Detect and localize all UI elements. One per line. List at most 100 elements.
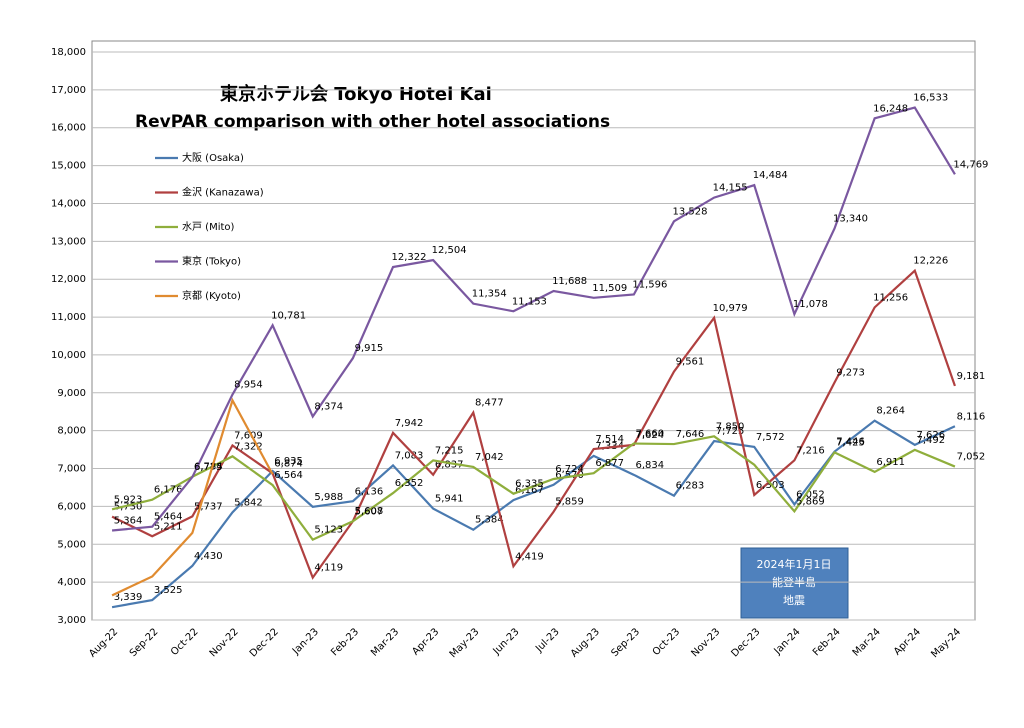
data-label: 7,725: [716, 426, 745, 437]
x-tick-label: Feb-24: [811, 626, 843, 658]
y-tick-label: 10,000: [51, 350, 86, 361]
y-tick-label: 3,000: [57, 615, 86, 626]
x-tick-label: Jul-23: [533, 626, 562, 655]
data-label: 7,083: [395, 450, 424, 461]
data-label: 5,123: [314, 525, 343, 536]
data-label: 5,730: [114, 502, 143, 513]
data-label: 12,504: [432, 245, 467, 256]
x-tick-label: May-23: [448, 626, 482, 660]
legend-label: 大阪 (Osaka): [182, 151, 244, 164]
data-label: 6,167: [515, 485, 544, 496]
data-label: 5,869: [796, 496, 825, 507]
data-label: 5,464: [154, 512, 183, 523]
data-label: 8,116: [957, 411, 986, 422]
x-tick-label: Jan-24: [772, 626, 803, 657]
x-tick-label: Oct-22: [169, 626, 201, 658]
data-label: 4,419: [515, 551, 544, 562]
data-label: 6,874: [274, 458, 303, 469]
data-label: 7,446: [836, 437, 865, 448]
y-tick-label: 6,000: [57, 501, 86, 512]
data-label: 5,737: [194, 501, 223, 512]
x-tick-label: Mar-23: [369, 626, 401, 658]
annotation-box: [740, 547, 849, 619]
data-label: 3,339: [114, 592, 143, 603]
legend-label: 金沢 (Kanazawa): [182, 186, 264, 199]
data-label: 9,273: [836, 367, 865, 378]
data-label: 14,769: [953, 159, 988, 170]
data-label: 6,935: [274, 456, 303, 467]
data-label: 16,533: [913, 93, 948, 104]
data-label: 6,352: [395, 478, 424, 489]
x-tick-label: Feb-23: [329, 626, 361, 658]
data-label: 6,303: [756, 480, 785, 491]
data-label: 10,781: [271, 310, 306, 321]
data-label: 11,354: [472, 289, 507, 300]
data-label: 9,561: [676, 357, 705, 368]
x-tick-label: Sep-22: [128, 626, 161, 659]
data-label: 7,215: [435, 445, 464, 456]
data-label: 10,979: [713, 303, 748, 314]
data-label: 11,688: [552, 276, 587, 287]
series-line: [111, 106, 956, 532]
x-tick-label: May-24: [929, 626, 963, 660]
data-label: 11,078: [793, 299, 828, 310]
data-label: 6,176: [154, 485, 183, 496]
x-tick-label: Aug-22: [87, 626, 120, 659]
data-label: 5,384: [475, 515, 504, 526]
series-line: [111, 419, 956, 609]
data-label: 13,340: [833, 213, 868, 224]
data-label: 6,136: [355, 486, 384, 497]
data-label: 5,842: [234, 497, 263, 508]
data-label: 14,155: [713, 183, 748, 194]
x-tick-label: Oct-23: [651, 626, 683, 658]
data-label: 9,181: [957, 371, 986, 382]
data-label: 6,052: [796, 489, 825, 500]
data-label: 7,660: [636, 429, 665, 440]
data-label: 4,119: [314, 563, 343, 574]
y-tick-label: 8,000: [57, 426, 86, 437]
data-label: 7,646: [676, 429, 705, 440]
data-label: 6,784: [194, 462, 223, 473]
chart-subtitle: RevPAR comparison with other hotel assoc…: [135, 112, 610, 132]
data-label: 11,256: [873, 292, 908, 303]
series-line: [111, 435, 956, 541]
data-label: 11,153: [512, 296, 547, 307]
legend-label: 東京 (Tokyo): [182, 255, 241, 268]
data-label: 3,525: [154, 585, 183, 596]
annotation: 地震: [783, 594, 805, 607]
data-label: 8,374: [314, 402, 343, 413]
chart-title: 東京ホテル会 Tokyo Hotel Kai: [220, 83, 492, 105]
data-label: 5,211: [154, 521, 183, 532]
data-label: 7,425: [836, 437, 865, 448]
data-label: 6,283: [676, 481, 705, 492]
series-line: [111, 397, 274, 597]
data-label: 5,608: [355, 506, 384, 517]
data-label: 6,911: [876, 457, 905, 468]
data-label: 9,915: [355, 343, 384, 354]
data-label: 7,514: [595, 434, 624, 445]
y-tick-label: 15,000: [51, 161, 86, 172]
y-tick-label: 17,000: [51, 85, 86, 96]
x-tick-label: Apr-23: [410, 626, 441, 657]
data-label: 6,724: [555, 464, 584, 475]
x-tick-label: Sep-23: [609, 626, 642, 659]
x-tick-label: Nov-23: [689, 626, 722, 659]
x-tick-label: Mar-24: [851, 626, 883, 658]
x-tick-label: Jun-23: [491, 626, 522, 657]
data-label: 7,216: [796, 445, 825, 456]
data-label: 6,335: [515, 479, 544, 490]
y-tick-label: 11,000: [51, 312, 86, 323]
data-label: 7,572: [756, 432, 785, 443]
data-label: 13,528: [672, 206, 707, 217]
y-tick-label: 18,000: [51, 47, 86, 58]
y-tick-label: 5,000: [57, 539, 86, 550]
y-tick-label: 12,000: [51, 274, 86, 285]
y-tick-label: 4,000: [57, 577, 86, 588]
data-label: 5,941: [435, 494, 464, 505]
data-label: 16,248: [873, 103, 908, 114]
data-label: 6,570: [555, 470, 584, 481]
y-tick-label: 13,000: [51, 236, 86, 247]
data-label: 11,509: [592, 283, 627, 294]
data-label: 7,322: [234, 441, 263, 452]
